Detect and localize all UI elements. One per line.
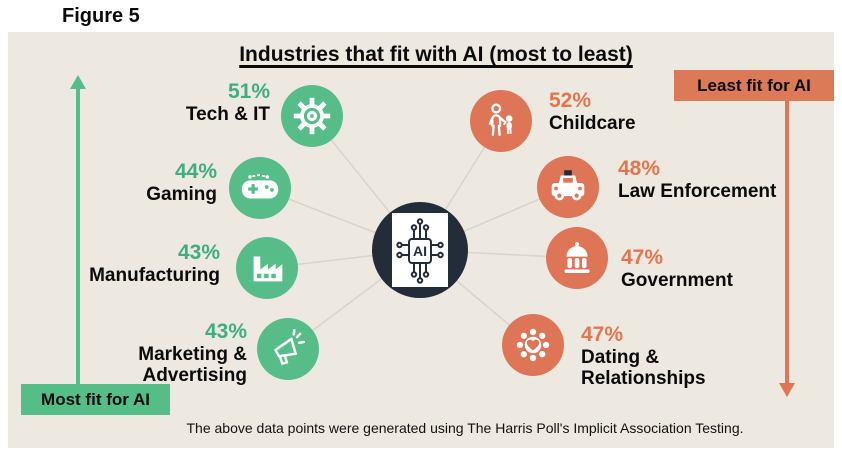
ai-chip-icon: AI [396,218,444,284]
item-dating-text: 47% Dating & Relationships [581,323,731,390]
item-childcare-circle [470,90,532,152]
most-fit-arrow-line [76,88,80,384]
most-fit-arrow-head [70,75,86,89]
factory-icon [253,256,283,282]
item-dating-label: Dating & Relationships [581,346,706,390]
ai-hub: AI [372,202,468,298]
svg-text:AI: AI [413,243,427,259]
item-childcare-pct: 52% [549,89,592,112]
item-dating-pct: 47% [581,323,624,346]
item-tech-it-label: Tech & IT [185,103,270,125]
megaphone-icon [274,328,305,365]
least-fit-tag: Least fit for AI [674,70,834,101]
item-gaming-circle [229,157,291,219]
least-fit-arrow-line [785,101,789,383]
item-gaming-text: 44% Gaming [67,160,217,205]
government-building-icon [564,241,590,273]
item-government-pct: 47% [621,246,664,269]
item-government-text: 47% Government [621,246,781,291]
item-manufacturing-text: 43% Manufacturing [45,241,220,286]
item-childcare-text: 52% Childcare [549,89,699,134]
infographic-panel: Industries that fit with AI (most to lea… [8,32,834,448]
source-caption: The above data points were generated usi… [186,420,744,436]
item-manufacturing-circle [236,237,298,299]
item-government-label: Government [621,269,733,291]
gamepad-icon [241,174,279,199]
chart-title: Industries that fit with AI (most to lea… [239,43,633,66]
figure-label: Figure 5 [62,5,140,27]
adult-child-icon [488,103,513,137]
item-gaming-pct: 44% [174,160,217,183]
item-law-enforcement-label: Law Enforcement [618,180,777,202]
item-law-enforcement-pct: 48% [618,157,661,180]
item-law-enforcement-circle [537,156,599,218]
item-government-circle [546,227,608,289]
item-marketing-pct: 43% [204,320,247,343]
gear-icon [293,97,331,135]
item-tech-it-text: 51% Tech & IT [100,80,270,125]
item-law-enforcement-text: 48% Law Enforcement [618,157,803,202]
item-manufacturing-label: Manufacturing [89,264,220,286]
police-car-icon [551,170,585,201]
item-manufacturing-pct: 43% [177,241,220,264]
item-childcare-label: Childcare [549,112,636,134]
item-tech-it-pct: 51% [227,80,270,103]
item-dating-circle [502,314,564,376]
item-marketing-label: Marketing & Advertising [138,343,247,387]
item-tech-it-circle [281,85,343,147]
item-marketing-text: 43% Marketing & Advertising [112,320,247,387]
item-gaming-label: Gaming [146,183,217,205]
item-marketing-circle [257,318,319,380]
heart-network-icon [516,328,550,362]
most-fit-tag: Most fit for AI [21,384,170,415]
least-fit-arrow-head [779,383,795,397]
ai-hub-card: AI [392,213,448,287]
